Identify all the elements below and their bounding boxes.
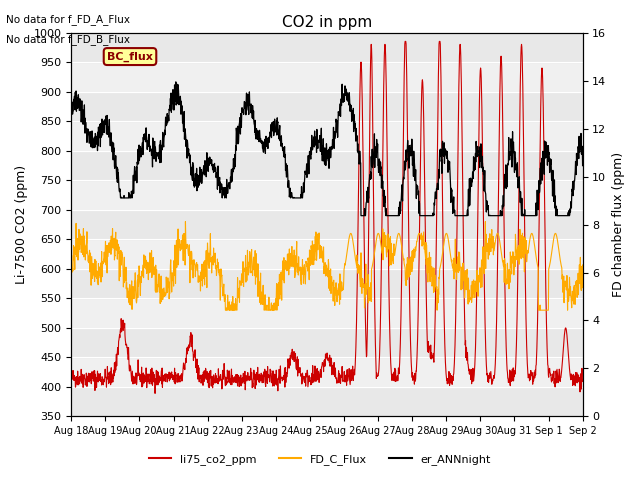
Text: No data for f_FD_A_Flux: No data for f_FD_A_Flux [6, 14, 131, 25]
Bar [71, 299, 582, 328]
Bar [71, 387, 582, 417]
Bar [71, 240, 582, 269]
Bar [71, 62, 582, 92]
Text: BC_flux: BC_flux [107, 51, 153, 62]
Bar [71, 151, 582, 180]
Bar [71, 180, 582, 210]
Legend: li75_co2_ppm, FD_C_Flux, er_ANNnight: li75_co2_ppm, FD_C_Flux, er_ANNnight [145, 450, 495, 469]
Bar [71, 121, 582, 151]
Bar [71, 358, 582, 387]
Bar [71, 269, 582, 299]
Y-axis label: FD chamber flux (ppm): FD chamber flux (ppm) [612, 152, 625, 297]
Title: CO2 in ppm: CO2 in ppm [282, 15, 372, 30]
Y-axis label: Li-7500 CO2 (ppm): Li-7500 CO2 (ppm) [15, 165, 28, 284]
Bar [71, 328, 582, 358]
Bar [71, 210, 582, 240]
Bar [71, 33, 582, 62]
Bar [71, 92, 582, 121]
Text: No data for f_FD_B_Flux: No data for f_FD_B_Flux [6, 34, 131, 45]
